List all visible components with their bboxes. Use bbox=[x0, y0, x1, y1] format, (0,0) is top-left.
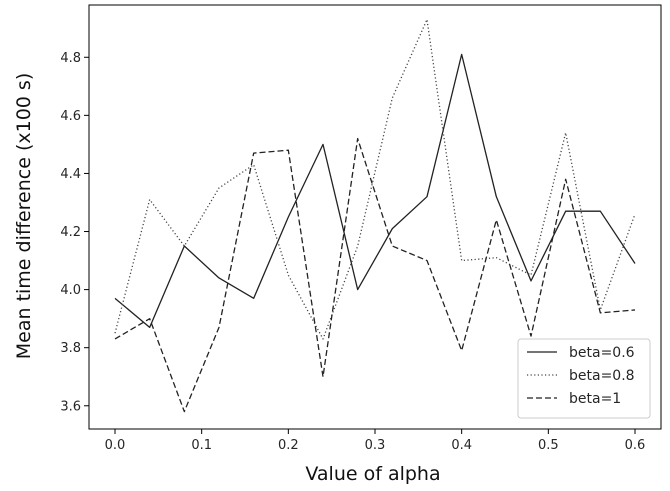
x-tick-label: 0.0 bbox=[105, 438, 126, 453]
legend-label-0: beta=0.6 bbox=[569, 345, 635, 361]
series-line-1 bbox=[114, 18, 636, 340]
y-tick-label: 3.8 bbox=[60, 341, 81, 356]
x-tick-label: 0.3 bbox=[365, 438, 386, 453]
y-axis: 3.6 3.8 4.0 4.2 4.4 4.6 4.8 bbox=[60, 51, 89, 414]
legend-label-1: beta=0.8 bbox=[569, 368, 635, 384]
y-tick-label: 4.2 bbox=[60, 225, 81, 240]
x-axis: 0.0 0.1 0.2 0.3 0.4 0.5 0.6 bbox=[105, 429, 646, 453]
x-tick-label: 0.4 bbox=[451, 438, 472, 453]
x-tick-label: 0.6 bbox=[625, 438, 646, 453]
x-tick-label: 0.1 bbox=[191, 438, 212, 453]
y-axis-label: Mean time difference (x100 s) bbox=[13, 73, 35, 359]
series-line-0 bbox=[114, 53, 636, 329]
series-lines bbox=[114, 18, 636, 413]
x-tick-label: 0.2 bbox=[278, 438, 299, 453]
y-tick-label: 4.0 bbox=[60, 283, 81, 298]
x-tick-label: 0.5 bbox=[538, 438, 559, 453]
y-tick-label: 3.6 bbox=[60, 399, 81, 414]
x-axis-label: Value of alpha bbox=[305, 463, 440, 485]
y-tick-label: 4.4 bbox=[60, 167, 81, 182]
series-line-2 bbox=[114, 137, 636, 413]
y-tick-label: 4.6 bbox=[60, 109, 81, 124]
legend: beta=0.6 beta=0.8 beta=1 bbox=[517, 338, 651, 419]
legend-label-2: beta=1 bbox=[569, 391, 621, 407]
y-tick-label: 4.8 bbox=[60, 51, 81, 66]
